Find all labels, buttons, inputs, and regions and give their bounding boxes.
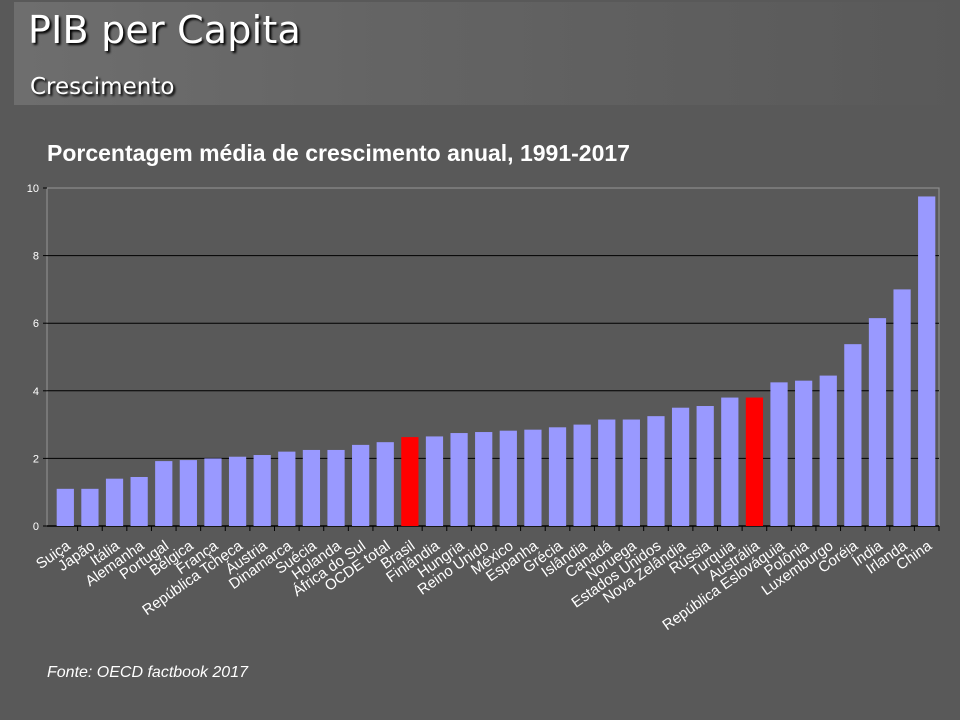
bar (179, 460, 197, 526)
bar (56, 488, 74, 526)
chart-title: Porcentagem média de crescimento anual, … (47, 140, 630, 166)
bar (844, 344, 862, 526)
bar (401, 437, 419, 526)
bar (352, 444, 370, 526)
bar (327, 449, 345, 526)
bar (721, 397, 739, 526)
bar (499, 430, 517, 526)
bar (302, 449, 321, 526)
bar (450, 433, 468, 526)
source-note: Fonte: OECD factbook 2017 (47, 664, 248, 681)
bar (573, 424, 591, 526)
bar (81, 488, 99, 526)
bar (795, 380, 813, 526)
bar (671, 407, 690, 526)
bar (647, 416, 665, 526)
bar (770, 382, 788, 526)
bar (918, 196, 936, 526)
bar (228, 456, 247, 526)
bar (622, 419, 640, 526)
bar (598, 419, 616, 526)
bar (475, 432, 493, 526)
bar (868, 318, 887, 526)
bar (696, 406, 714, 526)
y-tick-label: 6 (33, 318, 39, 330)
y-tick-label: 2 (33, 453, 39, 465)
bar (425, 436, 444, 526)
bar (278, 451, 296, 526)
bar (893, 289, 911, 526)
bar (155, 461, 173, 526)
y-tick-label: 8 (33, 251, 39, 263)
bar (105, 478, 124, 526)
bar (745, 397, 764, 526)
y-tick-label: 4 (33, 386, 39, 398)
y-tick-label: 0 (33, 521, 39, 533)
y-tick-label: 10 (27, 183, 39, 195)
bar (204, 458, 222, 526)
slide-subtitle: Crescimento (30, 74, 175, 100)
bar (524, 429, 542, 526)
slide-title: PIB per Capita (28, 8, 301, 52)
bar (376, 442, 394, 526)
bar (130, 476, 148, 526)
title-band (14, 2, 960, 105)
bar (253, 455, 271, 526)
bar (548, 427, 567, 526)
bar (819, 375, 837, 526)
